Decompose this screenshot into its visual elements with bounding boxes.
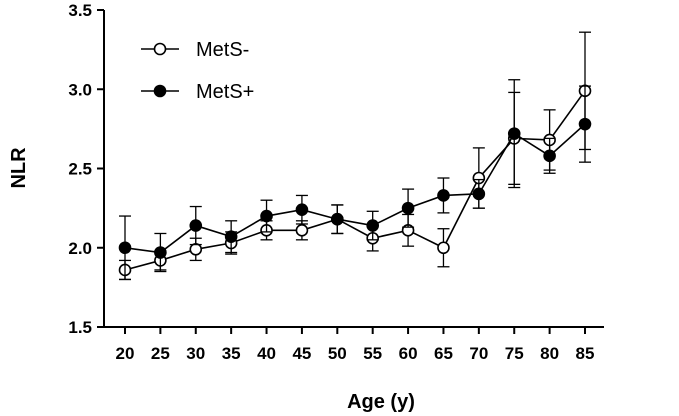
y-tick-label: 1.5 bbox=[68, 318, 92, 337]
data-point-mets-plus bbox=[366, 219, 379, 232]
x-axis-title: Age (y) bbox=[347, 391, 415, 413]
y-tick-label: 3.5 bbox=[68, 1, 92, 20]
y-tick-label: 3.0 bbox=[68, 80, 92, 99]
data-point-mets-plus bbox=[437, 189, 450, 202]
data-point-mets-plus bbox=[401, 201, 415, 215]
data-point-mets-plus bbox=[189, 219, 203, 232]
x-tick-label: 25 bbox=[151, 344, 170, 363]
data-point-mets-plus bbox=[260, 209, 273, 223]
data-point-mets-plus bbox=[472, 187, 486, 201]
data-point-mets-plus bbox=[224, 230, 238, 243]
data-point-mets-plus bbox=[154, 246, 167, 259]
data-point-mets-plus bbox=[578, 117, 592, 131]
data-point-mets-plus bbox=[507, 127, 521, 140]
y-tick-label: 2.5 bbox=[68, 160, 92, 179]
legend-marker-mets-plus bbox=[153, 84, 167, 98]
x-tick-label: 35 bbox=[222, 344, 241, 363]
data-point-mets-minus bbox=[189, 243, 203, 256]
x-tick-label: 50 bbox=[328, 344, 347, 363]
x-tick-label: 80 bbox=[540, 344, 559, 363]
data-point-mets-minus bbox=[437, 241, 450, 255]
x-tick-label: 55 bbox=[363, 344, 382, 363]
y-tick-label: 2.0 bbox=[68, 239, 92, 258]
series-line-mets-minus bbox=[124, 90, 586, 271]
legend: MetS- MetS+ bbox=[141, 39, 254, 103]
x-tick-label: 60 bbox=[399, 344, 418, 363]
data-point-mets-plus bbox=[295, 203, 309, 217]
data-point-mets-minus bbox=[295, 224, 309, 237]
legend-marker-mets-minus bbox=[153, 42, 167, 56]
series-mets-minus bbox=[118, 31, 592, 281]
x-tick-label: 45 bbox=[292, 344, 311, 363]
x-tick-label: 65 bbox=[434, 344, 453, 363]
x-tick-label: 70 bbox=[469, 344, 488, 363]
legend-label-mets-plus: MetS+ bbox=[196, 81, 254, 103]
data-point-mets-plus bbox=[543, 149, 556, 163]
x-tick-label: 75 bbox=[505, 344, 524, 363]
data-point-mets-plus bbox=[118, 241, 132, 255]
x-tick-label: 20 bbox=[116, 344, 135, 363]
data-point-mets-plus bbox=[331, 212, 344, 226]
y-axis-title: NLR bbox=[8, 147, 30, 189]
x-tick-label: 40 bbox=[257, 344, 276, 363]
series-mets-plus bbox=[118, 79, 592, 281]
x-tick-label: 30 bbox=[186, 344, 205, 363]
x-tick-label: 85 bbox=[576, 344, 595, 363]
legend-label-mets-minus: MetS- bbox=[196, 39, 249, 61]
